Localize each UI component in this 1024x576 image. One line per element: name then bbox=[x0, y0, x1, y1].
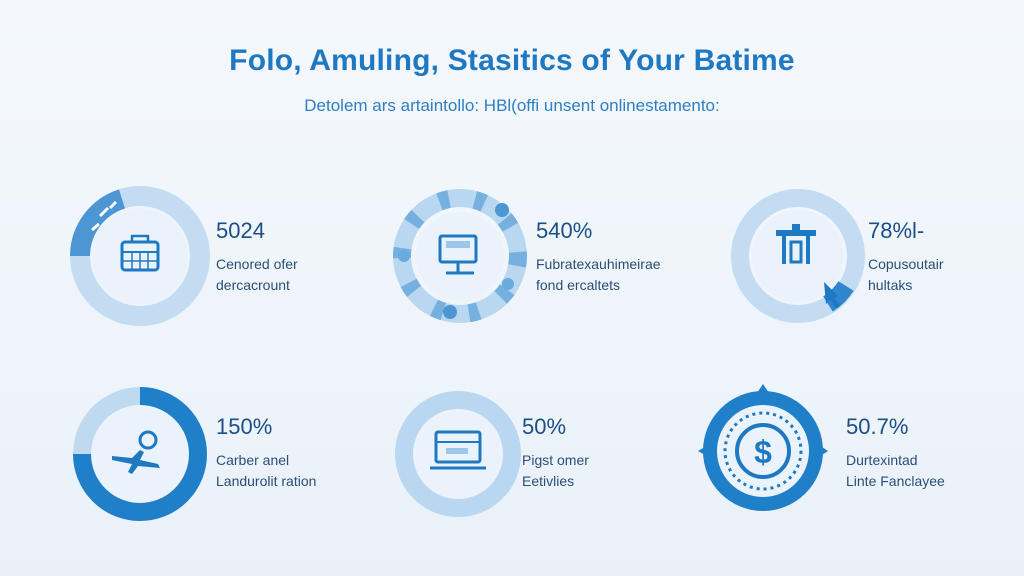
calendar-icon bbox=[120, 234, 160, 272]
stat-ring bbox=[388, 384, 528, 524]
stat-label: Landurolit ration bbox=[216, 473, 317, 489]
stat-value: 150% bbox=[216, 414, 273, 439]
page-title: Folo, Amuling, Stasitics of Your Batime bbox=[229, 44, 795, 77]
stat-ring bbox=[70, 186, 210, 326]
stat-item: 78%l- Copusoutair hultaks bbox=[728, 186, 1024, 326]
stat-ring bbox=[728, 186, 868, 326]
stat-label: Eetivlies bbox=[522, 473, 575, 489]
stat-label: Carber anel bbox=[216, 452, 290, 468]
building-icon bbox=[776, 224, 816, 264]
stat-value: 50.7% bbox=[846, 414, 909, 439]
stat-label: Linte Fanclayee bbox=[846, 473, 945, 489]
monitor-icon bbox=[438, 234, 478, 275]
stat-value: 5024 bbox=[216, 218, 265, 243]
stat-value: 78%l- bbox=[868, 218, 925, 243]
stat-label: dercacrount bbox=[216, 277, 290, 293]
dollar-icon: $ bbox=[735, 423, 791, 479]
laptop-icon bbox=[430, 430, 486, 470]
stat-label: hultaks bbox=[868, 277, 913, 293]
stat-ring bbox=[70, 384, 210, 524]
stat-value: 540% bbox=[536, 218, 593, 243]
stat-item: 50% Pigst omer Eetivlies bbox=[388, 384, 688, 524]
stat-label: fond ercaltets bbox=[536, 277, 621, 293]
stat-label: Fubratexauhimeirae bbox=[536, 256, 661, 272]
stat-item: 540% Fubratexauhimeirae fond ercaltets bbox=[390, 186, 690, 326]
stat-ring: $ bbox=[688, 376, 838, 526]
stat-item: 5024 Cenored ofer dercacrount bbox=[70, 186, 370, 326]
stat-label: Durtexintad bbox=[846, 452, 918, 468]
stat-label: Pigst omer bbox=[522, 452, 589, 468]
stat-ring bbox=[390, 186, 530, 326]
page-subtitle: Detolem ars artaintollo: HBl(offi unsent… bbox=[304, 96, 720, 115]
airplane-icon bbox=[112, 430, 160, 474]
stat-item: 150% Carber anel Landurolit ration bbox=[70, 384, 370, 524]
stat-value: 50% bbox=[522, 414, 567, 439]
svg-text:$: $ bbox=[754, 434, 772, 470]
stat-label: Copusoutair bbox=[868, 256, 944, 272]
stat-item: $ 50.7% Durtexintad Linte Fanclayee bbox=[688, 376, 988, 516]
stat-label: Cenored ofer bbox=[216, 256, 298, 272]
